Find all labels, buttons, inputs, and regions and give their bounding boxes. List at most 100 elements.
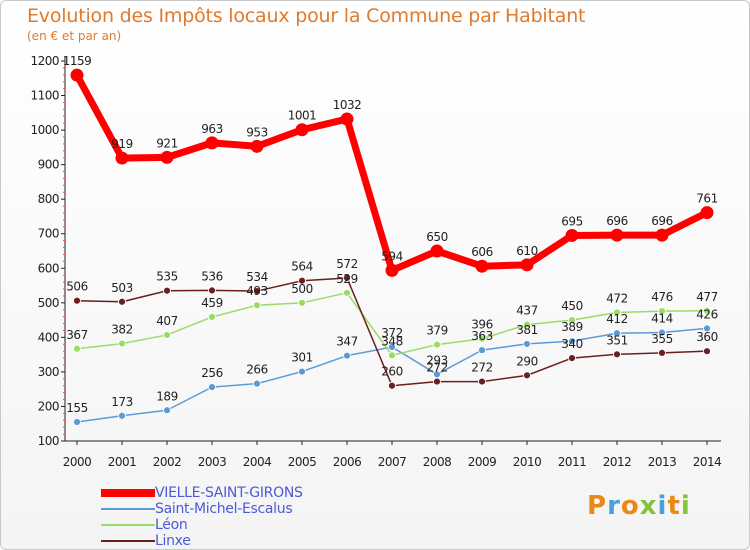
data-point bbox=[478, 334, 486, 343]
data-point bbox=[253, 301, 261, 310]
y-tick-label: 500 bbox=[38, 296, 59, 310]
data-label: 389 bbox=[561, 320, 582, 334]
data-label: 412 bbox=[606, 312, 627, 326]
data-point bbox=[658, 328, 666, 337]
data-label: 503 bbox=[111, 281, 132, 295]
y-tick-label: 1200 bbox=[30, 54, 59, 68]
data-label: 272 bbox=[471, 361, 492, 375]
data-point bbox=[523, 340, 531, 348]
data-label: 382 bbox=[111, 323, 132, 337]
legend-swatch bbox=[101, 508, 155, 510]
x-tick-label: 2009 bbox=[468, 455, 497, 469]
data-label: 407 bbox=[156, 314, 177, 328]
data-point bbox=[613, 329, 621, 338]
data-point bbox=[343, 274, 351, 282]
data-label: 450 bbox=[561, 299, 582, 313]
x-tick-label: 2014 bbox=[693, 455, 722, 469]
data-point bbox=[388, 343, 396, 351]
data-point bbox=[205, 136, 219, 150]
logo-letter: r bbox=[607, 491, 621, 521]
x-tick-label: 2013 bbox=[648, 455, 677, 469]
logo-letter: t bbox=[667, 491, 681, 521]
data-point bbox=[610, 228, 624, 242]
data-point bbox=[613, 308, 621, 317]
data-point bbox=[208, 313, 216, 321]
logo-letter: P bbox=[587, 491, 608, 521]
data-label: 437 bbox=[516, 304, 537, 318]
chart-subtitle: (en € et par an) bbox=[27, 29, 122, 43]
x-tick-label: 2005 bbox=[288, 455, 317, 469]
data-label: 272 bbox=[426, 361, 447, 375]
x-tick-label: 2011 bbox=[558, 455, 587, 469]
data-label: 696 bbox=[606, 214, 627, 228]
data-label: 953 bbox=[246, 125, 267, 139]
data-label: 963 bbox=[201, 122, 222, 136]
data-label: 293 bbox=[426, 353, 447, 367]
data-point bbox=[295, 123, 309, 137]
data-point bbox=[298, 367, 306, 376]
logo-letter: o bbox=[620, 491, 640, 521]
data-label: 1032 bbox=[333, 98, 362, 112]
y-tick-label: 1100 bbox=[30, 89, 59, 103]
data-point bbox=[523, 371, 531, 380]
data-point bbox=[118, 297, 126, 306]
data-point bbox=[703, 347, 711, 356]
data-point bbox=[343, 351, 351, 360]
data-label: 535 bbox=[156, 270, 177, 284]
data-point bbox=[253, 379, 261, 388]
logo-letter: i bbox=[657, 491, 668, 521]
legend-swatch bbox=[101, 540, 155, 542]
legend-swatch bbox=[101, 524, 155, 526]
y-tick-label: 100 bbox=[38, 434, 59, 448]
data-point bbox=[298, 276, 306, 285]
data-label: 594 bbox=[381, 249, 402, 263]
data-label: 414 bbox=[651, 312, 672, 326]
data-point bbox=[565, 228, 579, 242]
data-point bbox=[703, 306, 711, 315]
data-point bbox=[700, 206, 714, 220]
x-tick-label: 2007 bbox=[378, 455, 407, 469]
data-label: 340 bbox=[561, 337, 582, 351]
y-tick-label: 900 bbox=[38, 158, 59, 172]
data-label: 572 bbox=[336, 257, 357, 271]
data-point bbox=[385, 263, 399, 277]
proxiti-logo: Proxiti bbox=[587, 491, 691, 521]
data-label: 506 bbox=[66, 280, 87, 294]
data-label: 360 bbox=[696, 330, 717, 344]
legend-label: VIELLE-SAINT-GIRONS bbox=[155, 485, 303, 501]
legend-label: Léon bbox=[155, 517, 188, 533]
x-tick-label: 2001 bbox=[108, 455, 137, 469]
data-label: 477 bbox=[696, 290, 717, 304]
x-tick-label: 2002 bbox=[153, 455, 182, 469]
data-label: 696 bbox=[651, 214, 672, 228]
data-point bbox=[208, 383, 216, 392]
data-point bbox=[655, 228, 669, 242]
y-tick-label: 200 bbox=[38, 399, 59, 413]
x-tick-label: 2010 bbox=[513, 455, 542, 469]
y-tick-label: 700 bbox=[38, 227, 59, 241]
y-tick-label: 600 bbox=[38, 261, 59, 275]
legend-label: Saint-Michel-Escalus bbox=[155, 501, 293, 517]
data-point bbox=[523, 320, 531, 329]
data-label: 921 bbox=[156, 136, 177, 150]
x-tick-label: 2012 bbox=[603, 455, 632, 469]
y-tick-label: 300 bbox=[38, 365, 59, 379]
data-label: 610 bbox=[516, 244, 537, 258]
x-tick-label: 2000 bbox=[63, 455, 92, 469]
x-tick-label: 2003 bbox=[198, 455, 227, 469]
data-point bbox=[253, 287, 261, 295]
data-label: 363 bbox=[471, 329, 492, 343]
data-point bbox=[430, 244, 444, 258]
data-point bbox=[433, 340, 441, 349]
data-point bbox=[298, 298, 306, 307]
x-tick-label: 2004 bbox=[243, 455, 272, 469]
data-label: 155 bbox=[66, 401, 87, 415]
data-point bbox=[568, 316, 576, 324]
data-label: 367 bbox=[66, 328, 87, 342]
legend-label: Linxe bbox=[155, 533, 191, 549]
data-point bbox=[388, 351, 396, 360]
y-tick-label: 400 bbox=[38, 330, 59, 344]
data-label: 256 bbox=[201, 366, 222, 380]
data-label: 529 bbox=[336, 272, 357, 286]
data-point bbox=[658, 307, 666, 316]
